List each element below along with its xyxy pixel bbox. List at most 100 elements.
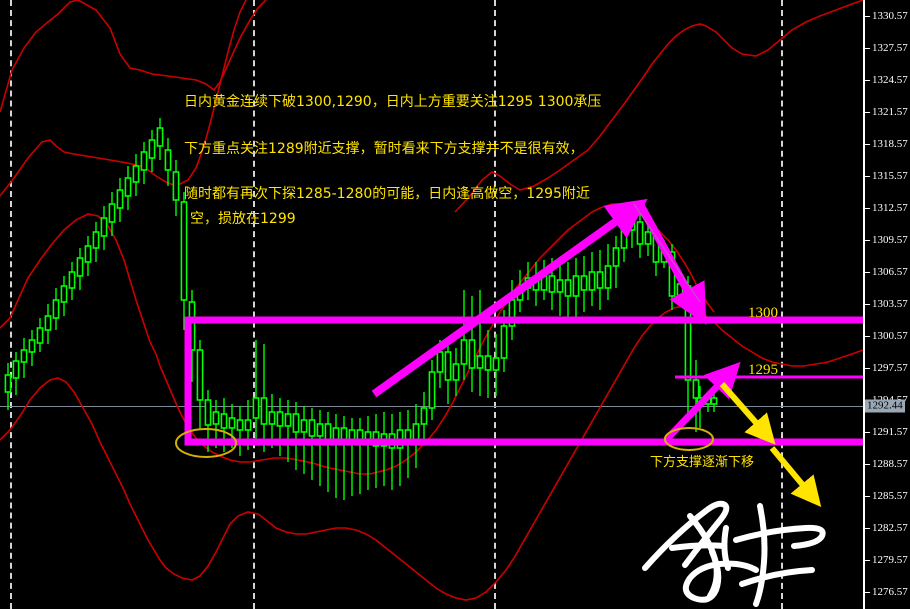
candle-body — [572, 275, 580, 297]
tick-label: 1306.57 — [872, 265, 908, 278]
candle-body — [12, 360, 20, 379]
candle-body — [220, 413, 228, 429]
candle-body — [556, 279, 564, 293]
candle-body — [500, 325, 508, 359]
tick-label: 1291.57 — [872, 426, 908, 439]
level-1300-label: 1300 — [748, 305, 778, 321]
analysis-line-3: 随时都有再次下探1285-1280的可能，日内逢高做空，1295附近 — [184, 186, 590, 202]
price-tick: 1312.57 — [865, 202, 908, 214]
tick-dash — [865, 111, 870, 113]
session-gridline — [10, 0, 12, 609]
tick-dash — [865, 336, 870, 338]
candle-body — [292, 413, 300, 433]
tick-label: 1303.57 — [872, 298, 908, 310]
tick-label: 1318.57 — [872, 137, 908, 150]
candle-body — [468, 339, 476, 369]
candle-body — [692, 379, 700, 399]
price-tick: 1300.57 — [865, 331, 908, 343]
pivot-thin-line — [633, 203, 701, 303]
price-tick: 1303.57 — [865, 299, 908, 311]
analysis-line-2: 下方重点关注1289附近支撑，暂时看来下方支撑并不是很有效， — [184, 141, 584, 157]
price-tick: 1321.57 — [865, 106, 908, 118]
tick-label: 1324.57 — [872, 73, 908, 86]
price-tick: 1306.57 — [865, 266, 908, 278]
price-tick: 1324.57 — [865, 74, 908, 86]
breakdown-arrow-upper — [719, 382, 776, 445]
tick-dash — [865, 304, 870, 305]
tick-dash — [865, 464, 870, 466]
candle-body — [268, 411, 276, 425]
tick-dash — [865, 560, 870, 562]
bollinger-upper-band-right — [454, 0, 863, 213]
candle-body — [196, 349, 204, 401]
candle-body — [284, 413, 292, 427]
candle-body — [612, 247, 620, 267]
candle-body — [52, 299, 60, 319]
candle-body — [180, 201, 188, 301]
tick-dash — [865, 592, 870, 594]
price-tick: 1330.57 — [865, 10, 908, 22]
candle-body — [316, 423, 324, 437]
candle-body — [108, 203, 116, 223]
candle-body — [444, 351, 452, 381]
level-1295-label: 1295 — [748, 362, 778, 378]
tick-dash — [865, 368, 870, 370]
price-tick: 1282.57 — [865, 523, 908, 535]
current-price-marker: 1292.44 — [865, 399, 905, 413]
price-tick: 1309.57 — [865, 234, 908, 246]
price-tick: 1318.57 — [865, 138, 908, 150]
candle-body — [308, 419, 316, 437]
candle-body — [156, 127, 164, 147]
candle-body — [164, 149, 172, 171]
candle-body — [68, 271, 76, 289]
candle-body — [260, 397, 268, 425]
candle-body — [460, 339, 468, 365]
tick-label: 1315.57 — [872, 169, 908, 182]
candle-body — [76, 257, 84, 277]
tick-dash — [865, 207, 870, 209]
tick-dash — [865, 239, 870, 241]
session-gridline — [253, 0, 255, 609]
candle-body — [436, 351, 444, 373]
price-tick: 1291.57 — [865, 427, 908, 439]
candle-body — [100, 217, 108, 237]
candle-body — [4, 374, 12, 393]
axis-spine — [863, 0, 865, 609]
tick-dash — [865, 432, 870, 434]
tick-dash — [865, 528, 870, 530]
candle-body — [564, 279, 572, 297]
candle-body — [596, 271, 604, 289]
tick-label: 1330.57 — [872, 9, 908, 22]
candle-body — [36, 327, 44, 344]
breakdown-arrow-lower — [769, 446, 822, 508]
support-ellipse-right — [664, 427, 714, 451]
chart-plot-area[interactable]: 日内黄金连续下破1300,1290，日内上方重要关注1295 1300承压 下方… — [0, 0, 863, 609]
candle-body — [92, 231, 100, 249]
magenta-annotation-layer — [175, 198, 863, 508]
tick-label: 1312.57 — [872, 201, 908, 214]
session-gridline — [781, 0, 783, 609]
candle-body — [116, 189, 124, 209]
candle-body — [244, 419, 252, 431]
tick-label: 1276.57 — [872, 586, 908, 599]
price-axis[interactable]: 1330.57 1327.57 1324.57 1321.57 1318.57 1315.… — [863, 0, 910, 609]
candle-body — [172, 171, 180, 201]
candle-body — [20, 349, 28, 363]
tick-label: 1309.57 — [872, 233, 908, 246]
candle-body — [588, 271, 596, 291]
candle-body — [276, 411, 284, 427]
tick-label: 1279.57 — [872, 554, 908, 567]
price-tick: 1327.57 — [865, 42, 908, 54]
candle-body — [604, 265, 612, 289]
tick-dash — [865, 496, 870, 498]
candle-body — [140, 151, 148, 171]
author-signature-watermark — [642, 500, 826, 607]
price-tick: 1276.57 — [865, 587, 908, 599]
candle-body — [132, 165, 140, 183]
candle-body — [252, 397, 260, 419]
candle-body — [548, 275, 556, 293]
candle-body — [204, 399, 212, 426]
candle-body — [236, 419, 244, 431]
analysis-line-4: 空，损放在1299 — [190, 211, 296, 227]
